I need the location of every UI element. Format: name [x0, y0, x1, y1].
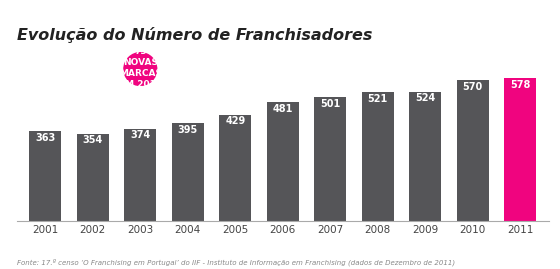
Text: 521: 521 — [368, 94, 388, 104]
Bar — [504, 79, 536, 221]
Text: Evolução do Número de Franchisadores: Evolução do Número de Franchisadores — [17, 27, 372, 43]
Text: 354: 354 — [83, 135, 103, 145]
Circle shape — [122, 51, 158, 87]
Bar — [124, 129, 156, 221]
Bar — [29, 131, 62, 221]
Text: 73
NOVAS
MARCAS
EM 2011: 73 NOVAS MARCAS EM 2011 — [119, 47, 162, 89]
Text: 395: 395 — [178, 125, 198, 135]
Bar — [77, 133, 109, 221]
Bar — [314, 97, 347, 221]
Text: 570: 570 — [463, 82, 483, 92]
Bar — [267, 102, 299, 221]
Text: 578: 578 — [510, 80, 530, 90]
Text: 481: 481 — [273, 104, 293, 114]
Text: 501: 501 — [320, 99, 340, 109]
Text: 429: 429 — [225, 116, 245, 126]
Text: 374: 374 — [130, 130, 151, 140]
Bar — [219, 115, 251, 221]
Bar — [172, 123, 204, 221]
Text: 363: 363 — [35, 133, 55, 143]
Bar — [409, 92, 441, 221]
Bar — [456, 80, 489, 221]
Bar — [362, 93, 394, 221]
Text: 524: 524 — [415, 93, 436, 103]
Text: Fonte: 17.º censo ‘O Franchising em Portugal’ do IIF - Instituto de Informação e: Fonte: 17.º censo ‘O Franchising em Port… — [17, 259, 455, 266]
